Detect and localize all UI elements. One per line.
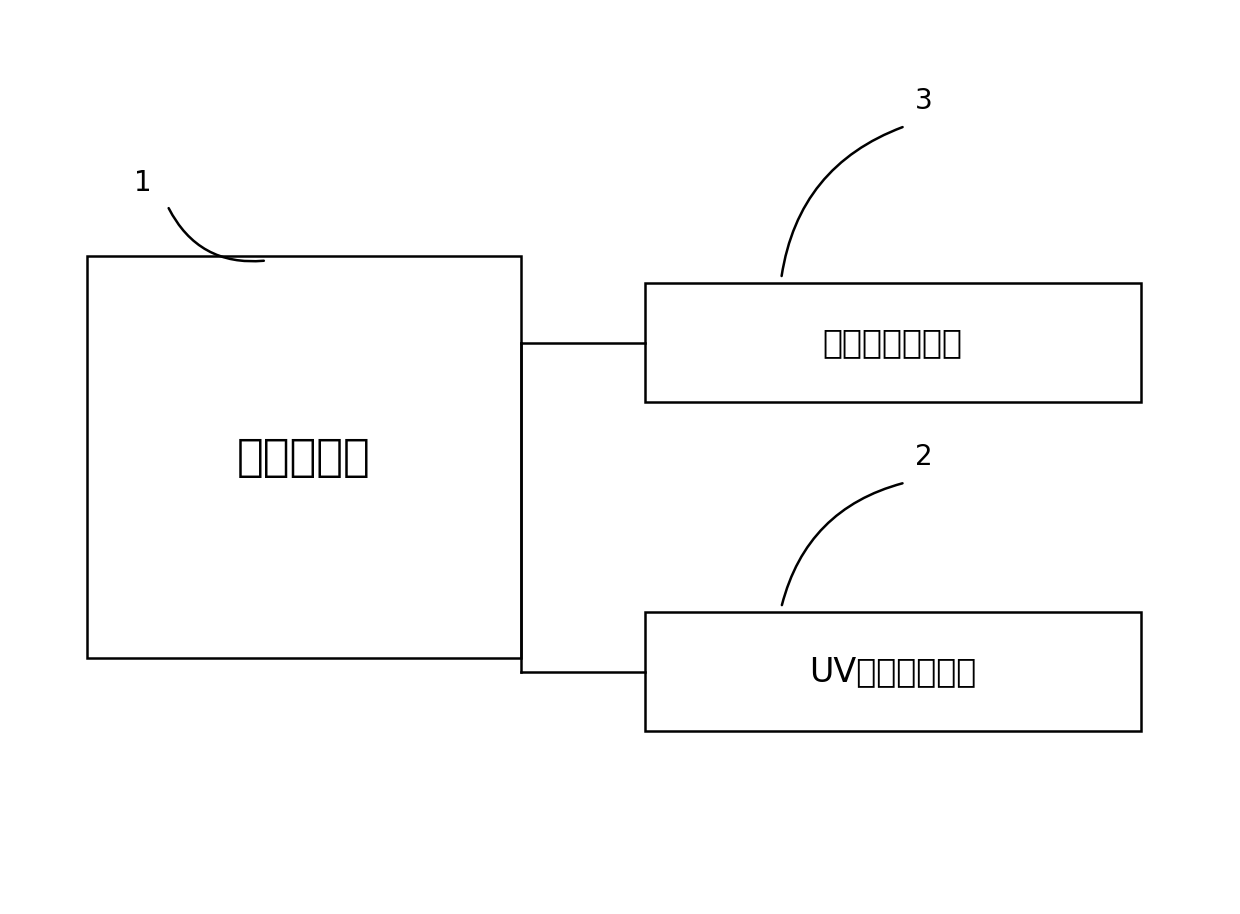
- Bar: [645, 283, 1141, 402]
- Bar: [645, 612, 1141, 731]
- Text: 2: 2: [915, 443, 932, 471]
- Text: 光配向机台: 光配向机台: [237, 435, 371, 479]
- Text: 配向电压测试义: 配向电压测试义: [823, 326, 962, 359]
- Text: UV光强度测试义: UV光强度测试义: [810, 655, 976, 688]
- Text: 1: 1: [134, 169, 151, 197]
- Bar: [87, 256, 521, 658]
- Text: 3: 3: [915, 87, 932, 114]
